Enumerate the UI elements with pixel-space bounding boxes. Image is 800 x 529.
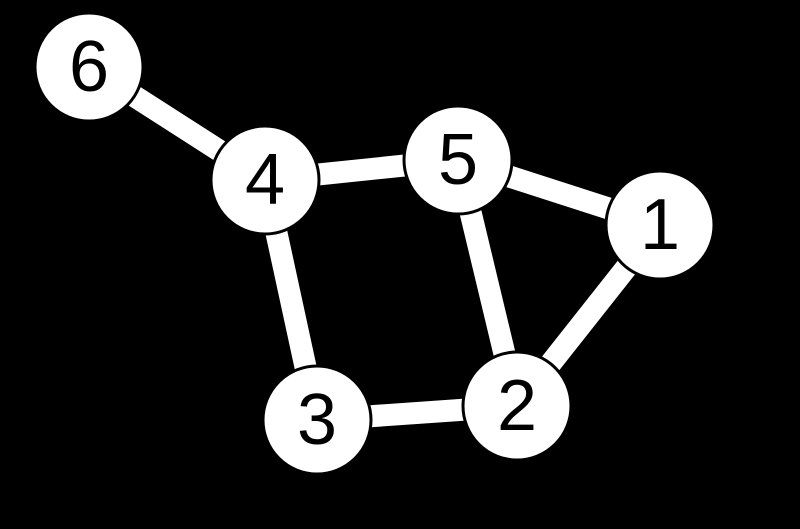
node-6-label: 6 [69,27,109,107]
node-1-label: 1 [640,185,680,265]
network-graph: 6 4 5 1 3 2 [0,0,800,529]
node-1: 1 [606,171,714,279]
node-2-label: 2 [497,366,537,446]
node-3: 3 [263,366,371,474]
node-3-label: 3 [297,380,337,460]
node-6: 6 [35,13,143,121]
node-5-label: 5 [438,120,478,200]
node-4-label: 4 [245,140,285,220]
node-2: 2 [463,352,571,460]
node-4: 4 [211,126,319,234]
node-5: 5 [404,106,512,214]
